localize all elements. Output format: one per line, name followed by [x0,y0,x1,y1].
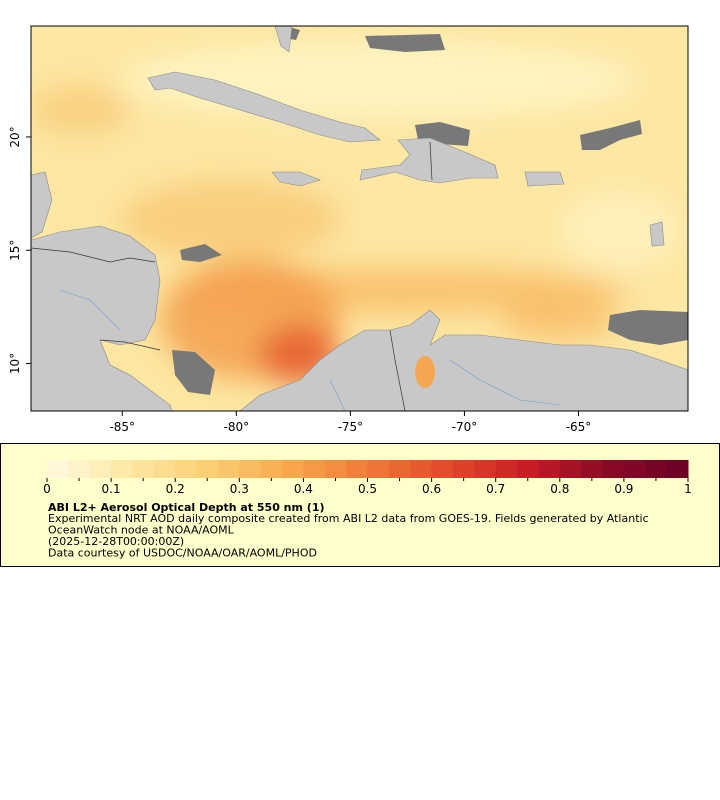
colorbar-step [666,460,689,478]
colorbar-step [538,460,561,478]
colorbar-step [68,460,91,478]
colorbar-step [324,460,347,478]
x-tick-label: -65° [566,420,592,434]
colorbar-step [452,460,475,478]
colorbar-step [153,460,176,478]
colorbar-step [196,460,219,478]
caption-line: (2025-12-28T00:00:00Z) [48,535,184,548]
axes: -85° -80° -75° -70° -65° 10° 15° 20° [8,126,591,434]
y-tick-label: 10° [8,353,22,374]
colorbar-tick-label: 0.3 [230,482,249,496]
caption-line: Experimental NRT AOD daily composite cre… [48,512,649,525]
colorbar-step [111,460,133,478]
colorbar-step [132,460,155,478]
colorbar-step [431,460,454,478]
map-image [31,26,688,411]
colorbar-tick-label: 0.4 [294,482,313,496]
colorbar-step [602,460,625,478]
colorbar-step [346,460,368,478]
colorbar-step [47,460,69,478]
caption-lines: Experimental NRT AOD daily composite cre… [48,512,649,560]
colorbar-step [517,460,539,478]
x-tick-label: -70° [452,420,478,434]
colorbar-tick-label: 1 [684,482,692,496]
map-frame [30,25,689,412]
colorbar-step [217,460,240,478]
colorbar-step [388,460,411,478]
colorbar-step [175,460,198,478]
colorbar-step [303,460,326,478]
x-tick-label: -75° [338,420,364,434]
colorbar-step [282,460,304,478]
colorbar-step [239,460,262,478]
y-tick-label: 15° [8,240,22,261]
x-tick-label: -80° [224,420,250,434]
caption-line: OceanWatch node at NOAA/AOML [48,524,235,537]
colorbar-tick-label: 0.2 [166,482,185,496]
colorbar-step [260,460,283,478]
colorbar-step [89,460,112,478]
colorbar-step [581,460,604,478]
colorbar-step [367,460,390,478]
colorbar-step [623,460,646,478]
colorbar-tick-label: 0.8 [550,482,569,496]
colorbar-tick-label: 0 [43,482,51,496]
colorbar-tick-label: 0.7 [486,482,505,496]
colorbar-tick-label: 0.9 [614,482,633,496]
x-tick-label: -85° [109,420,135,434]
caption-line: Data courtesy of USDOC/NOAA/OAR/AOML/PHO… [48,547,317,560]
y-tick-label: 20° [8,126,22,147]
colorbar-step [559,460,582,478]
colorbar-tick-label: 0.5 [358,482,377,496]
lake [415,356,435,388]
colorbar-step [495,460,518,478]
colorbar-step [474,460,497,478]
colorbar-tick-label: 0.1 [102,482,121,496]
colorbar-step [410,460,433,478]
colorbar-step [645,460,668,478]
colorbar: 0 0.1 0.2 0.3 0.4 0.5 0.6 0.7 0.8 0.9 1 [43,460,692,496]
colorbar-tick-label: 0.6 [422,482,441,496]
caption-title: ABI L2+ Aerosol Optical Depth at 550 nm … [48,501,325,514]
